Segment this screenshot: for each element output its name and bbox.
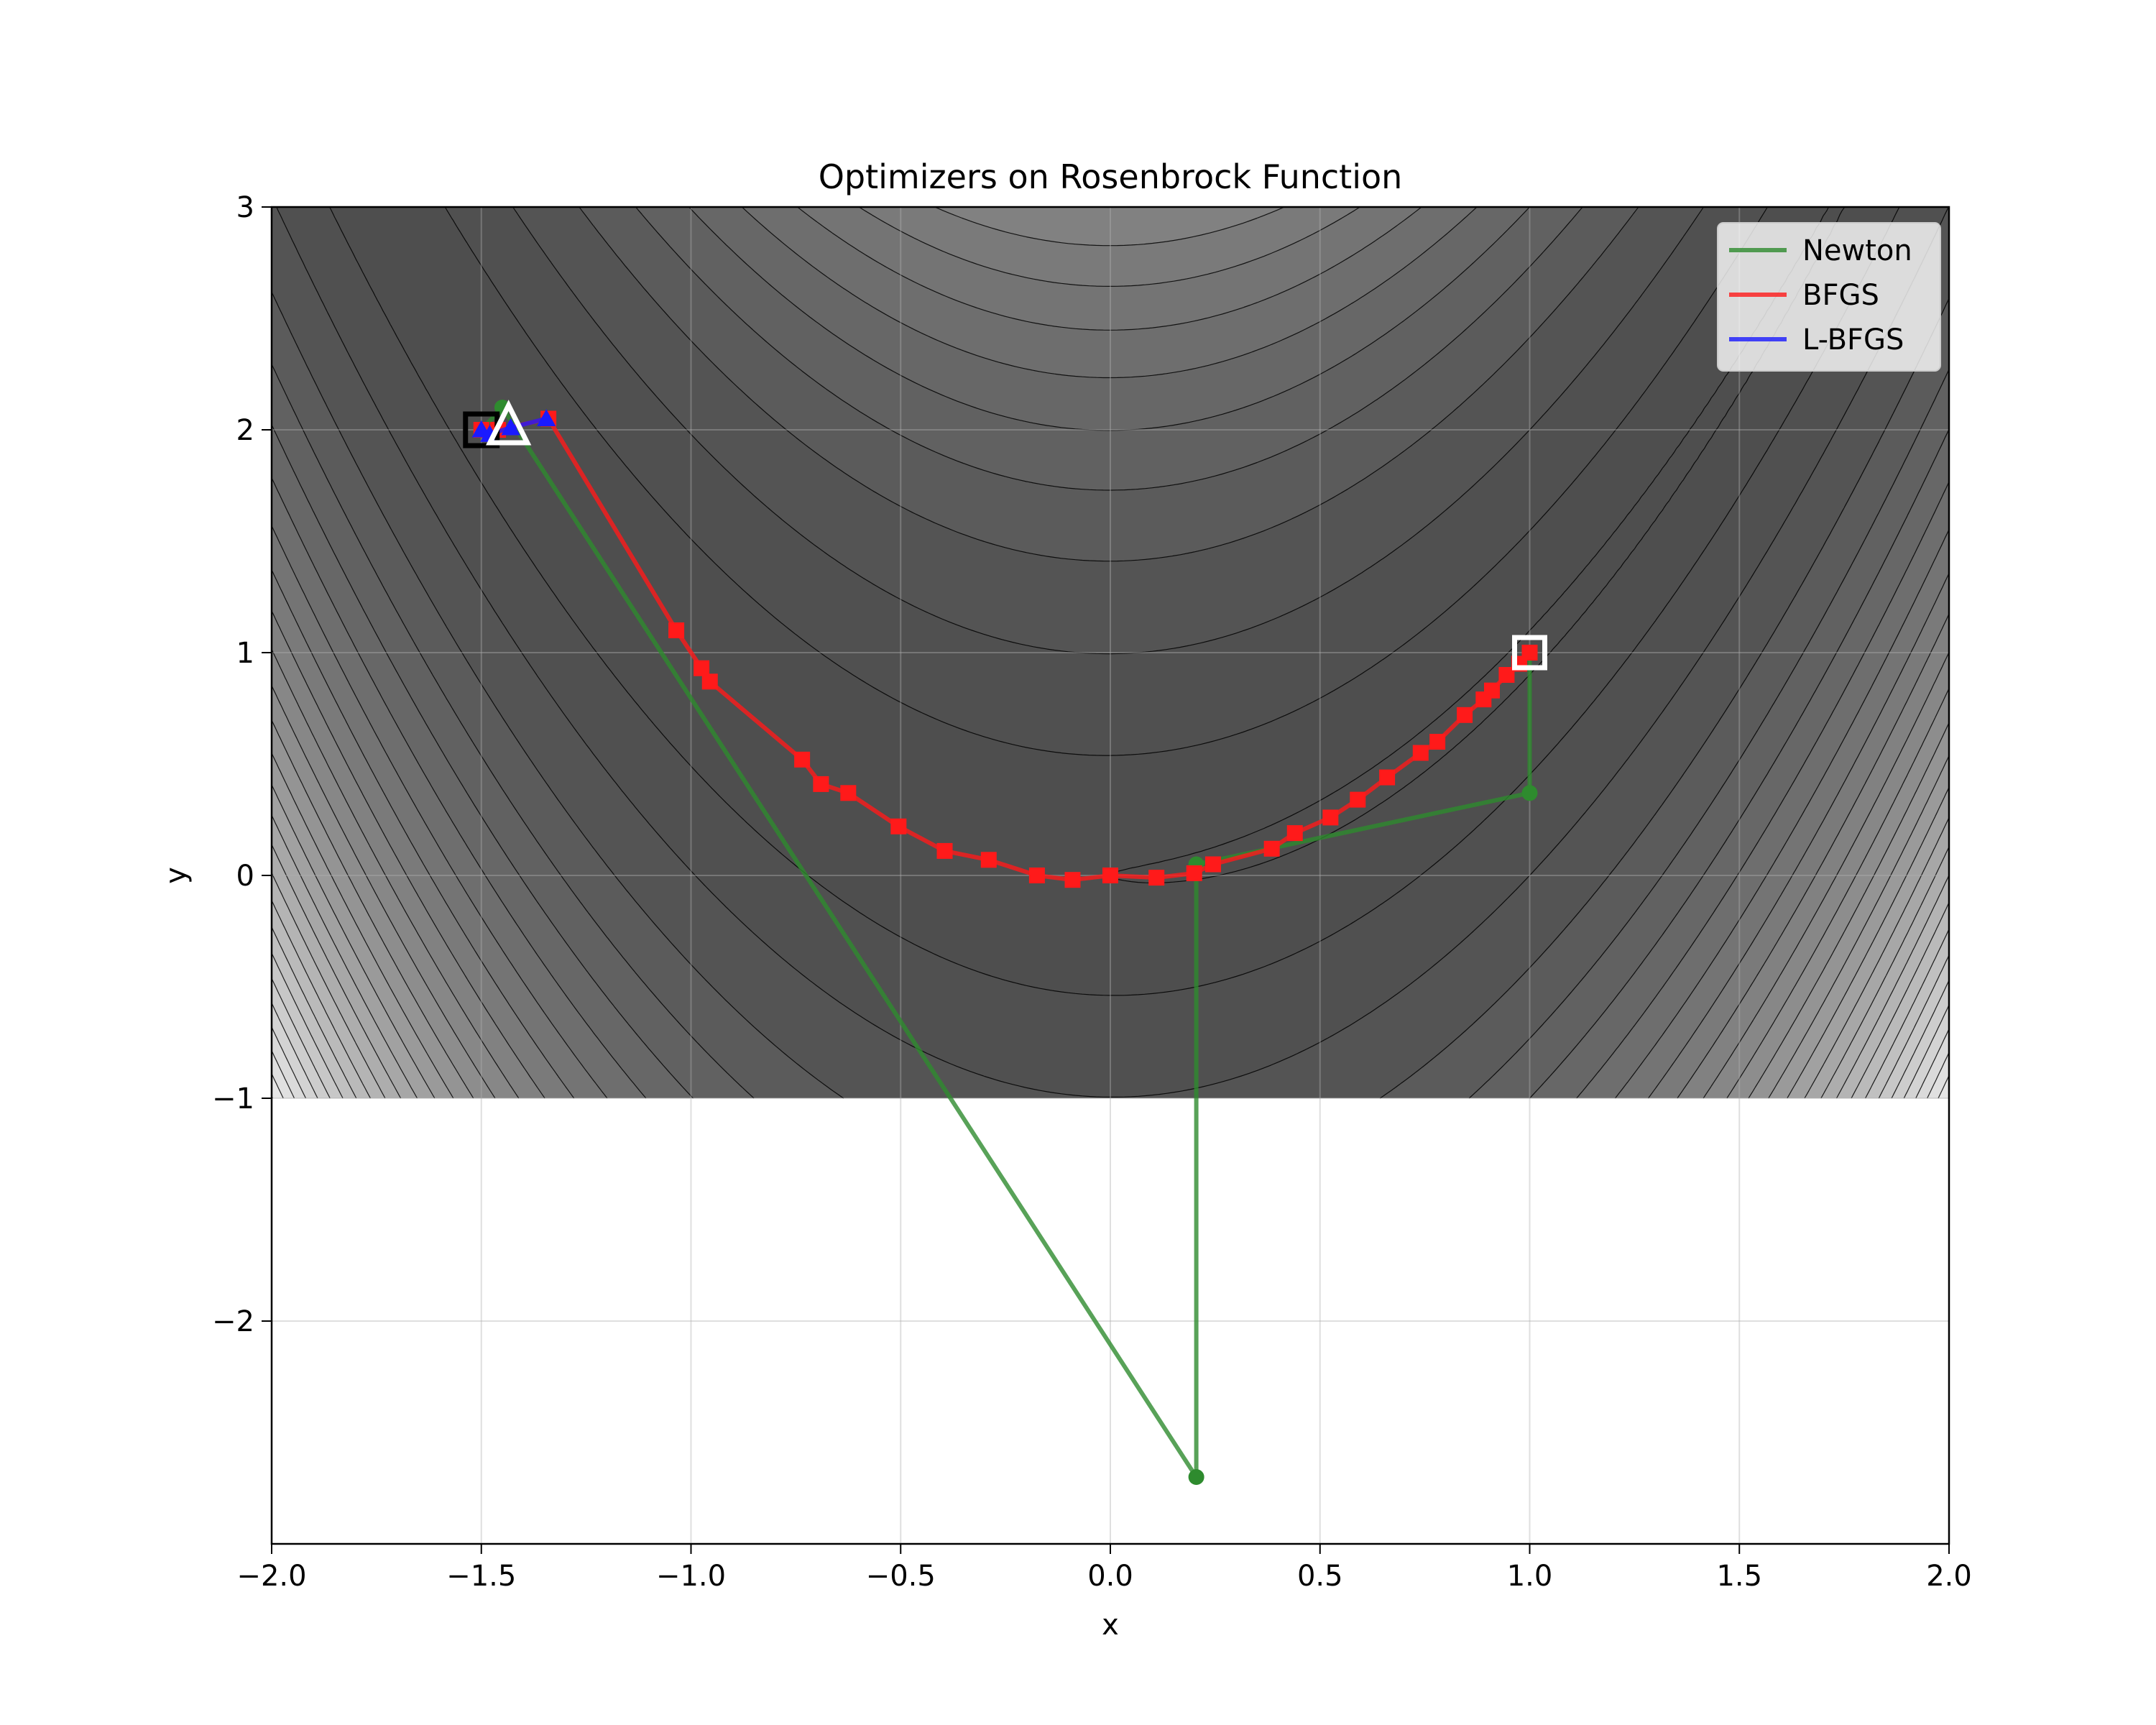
contour-line-10 (272, 207, 1949, 1099)
contour-line-4 (272, 207, 1949, 1099)
point-bfgs-15 (1148, 870, 1165, 886)
y-tick-label-4: 2 (236, 414, 254, 447)
point-bfgs-16 (1186, 865, 1202, 881)
point-bfgs-20 (1322, 809, 1339, 826)
point-l-bfgs-2 (501, 418, 520, 436)
contour-line-19 (272, 926, 1949, 1099)
point-bfgs-3 (668, 622, 685, 638)
contour-line-13 (272, 753, 1949, 1099)
series-bfgs (473, 410, 1538, 888)
point-bfgs-7 (813, 776, 829, 792)
minimum-point-square (1512, 635, 1547, 671)
contour-line-23 (272, 1026, 1949, 1099)
point-bfgs-13 (1064, 872, 1081, 888)
point-bfgs-27 (1483, 682, 1500, 699)
x-tick-label-3: −0.5 (866, 1560, 936, 1593)
point-bfgs-14 (1102, 868, 1118, 883)
contour-line-24 (272, 1050, 1949, 1099)
contour-line-22 (272, 1003, 1949, 1099)
contour-line-7 (272, 207, 1949, 1099)
contour-line-25 (272, 1073, 1949, 1099)
x-tick-label-5: 0.5 (1297, 1560, 1343, 1593)
contour-line-18 (272, 900, 1949, 1099)
point-bfgs-24 (1429, 734, 1446, 750)
x-tick-label-6: 1.0 (1507, 1560, 1553, 1593)
contour-line-15 (272, 814, 1949, 1099)
contour-line-6 (272, 207, 1949, 1099)
contour-line-2 (276, 207, 1949, 1098)
y-tick-label-5: 3 (236, 191, 254, 224)
x-axis-label: x (1102, 1609, 1119, 1642)
point-bfgs-19 (1286, 825, 1303, 842)
contour-fill (272, 207, 1949, 1098)
point-bfgs-4 (694, 660, 710, 676)
point-l-bfgs-3 (536, 409, 556, 427)
legend-label-newton: Newton (1802, 234, 1912, 267)
point-bfgs-12 (1028, 868, 1045, 883)
point-bfgs-30 (1521, 645, 1538, 661)
legend: Newton BFGS L-BFGS (1717, 222, 1941, 372)
x-tick-label-2: −1.0 (656, 1560, 726, 1593)
y-tick-label-0: −2 (212, 1305, 254, 1338)
special-points (463, 400, 1547, 671)
x-tick-label-7: 1.5 (1716, 1560, 1762, 1593)
point-bfgs-9 (890, 818, 907, 834)
point-bfgs-18 (1263, 840, 1280, 857)
contour-background (272, 207, 1949, 1099)
x-tick-label-8: 2.0 (1926, 1560, 1972, 1593)
contour-line-3 (272, 207, 1949, 1099)
point-bfgs-8 (840, 785, 857, 801)
contour-line-11 (272, 685, 1949, 1099)
y-tick-label-2: 0 (236, 860, 254, 893)
x-axis-ticks: −2.0 −1.5 −1.0 −0.5 0.0 0.5 1.0 1.5 2.0 (236, 1544, 1972, 1593)
legend-label-l-bfgs: L-BFGS (1802, 323, 1904, 356)
point-bfgs-5 (701, 673, 718, 690)
start-point-triangle (486, 400, 532, 446)
contour-line-5 (272, 207, 1949, 1099)
y-tick-label-1: −1 (212, 1082, 254, 1116)
legend-label-bfgs: BFGS (1802, 279, 1879, 312)
contour-line-9 (272, 207, 1949, 1099)
contour-line-14 (272, 784, 1949, 1099)
point-bfgs-17 (1204, 856, 1221, 873)
point-newton-4 (1521, 785, 1538, 801)
point-bfgs-25 (1457, 707, 1473, 723)
x-tick-label-4: 0.0 (1087, 1560, 1133, 1593)
point-bfgs-22 (1379, 769, 1396, 786)
contour-line-20 (272, 952, 1949, 1099)
contour-line-17 (272, 873, 1949, 1099)
legend-box (1717, 222, 1941, 372)
point-bfgs-21 (1350, 791, 1366, 808)
contour-line-12 (272, 719, 1949, 1099)
y-axis-ticks: −2 −1 0 1 2 3 (212, 191, 272, 1338)
contour-line-21 (272, 978, 1949, 1099)
point-bfgs-28 (1498, 667, 1515, 683)
x-tick-label-0: −2.0 (236, 1560, 306, 1593)
contour-line-16 (272, 844, 1949, 1099)
series-layer (471, 400, 1538, 1485)
contour-line-8 (272, 207, 1949, 1099)
x-tick-label-1: −1.5 (446, 1560, 516, 1593)
point-bfgs-6 (794, 751, 811, 768)
point-bfgs-10 (936, 842, 953, 859)
y-axis-label: y (160, 867, 193, 884)
point-newton-2 (1188, 1469, 1204, 1485)
chart-title: Optimizers on Rosenbrock Function (819, 157, 1403, 196)
point-bfgs-23 (1412, 745, 1429, 761)
point-bfgs-11 (980, 852, 997, 868)
y-tick-label-3: 1 (236, 637, 254, 670)
